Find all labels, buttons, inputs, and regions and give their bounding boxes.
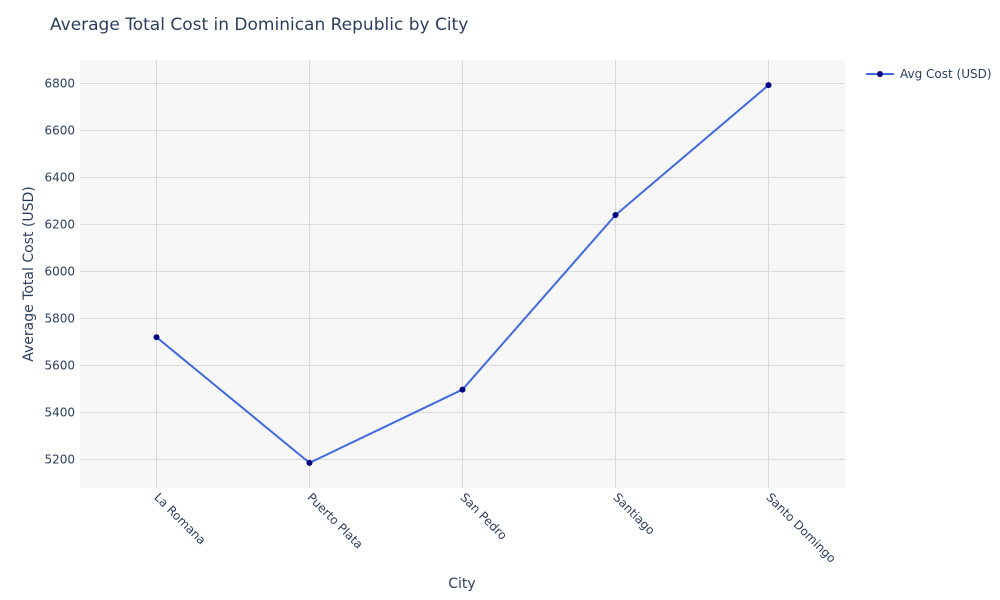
legend-label: Avg Cost (USD) — [900, 67, 992, 81]
x-axis-title: City — [448, 576, 475, 592]
y-axis-title: Average Total Cost (USD) — [21, 186, 37, 362]
y-tick-label: 6600 — [44, 123, 75, 137]
data-point — [306, 459, 313, 466]
y-tick-label: 6800 — [44, 76, 75, 90]
x-tick-label: Puerto Plata — [304, 490, 365, 551]
data-point — [612, 212, 619, 219]
data-point — [459, 386, 466, 393]
data-point — [765, 82, 772, 89]
y-tick-label: 5600 — [44, 358, 75, 372]
x-tick-labels: La Romana Puerto Plata San Pedro Santiago Sa… — [151, 490, 838, 565]
data-point — [153, 334, 160, 341]
chart-title: Average Total Cost in Dominican Republic… — [50, 15, 468, 35]
series-layer — [153, 82, 772, 466]
y-tick-label: 5800 — [44, 311, 75, 325]
y-tick-label: 6200 — [44, 217, 75, 231]
y-tick-label: 6000 — [44, 264, 75, 278]
legend-marker-swatch — [877, 71, 883, 77]
y-tick-label: 5400 — [44, 405, 75, 419]
x-tick-label: La Romana — [151, 490, 208, 547]
legend[interactable]: Avg Cost (USD) — [866, 67, 992, 81]
x-gridlines — [156, 60, 769, 488]
x-tick-label: San Pedro — [457, 490, 509, 542]
x-tick-label: Santiago — [610, 490, 657, 537]
y-tick-label: 6400 — [44, 170, 75, 184]
y-tick-label: 5200 — [44, 452, 75, 466]
y-tick-labels: 5200 5400 5600 5800 6000 6200 6400 6600 6800 — [44, 76, 75, 466]
x-tick-label: Santo Domingo — [763, 490, 838, 565]
